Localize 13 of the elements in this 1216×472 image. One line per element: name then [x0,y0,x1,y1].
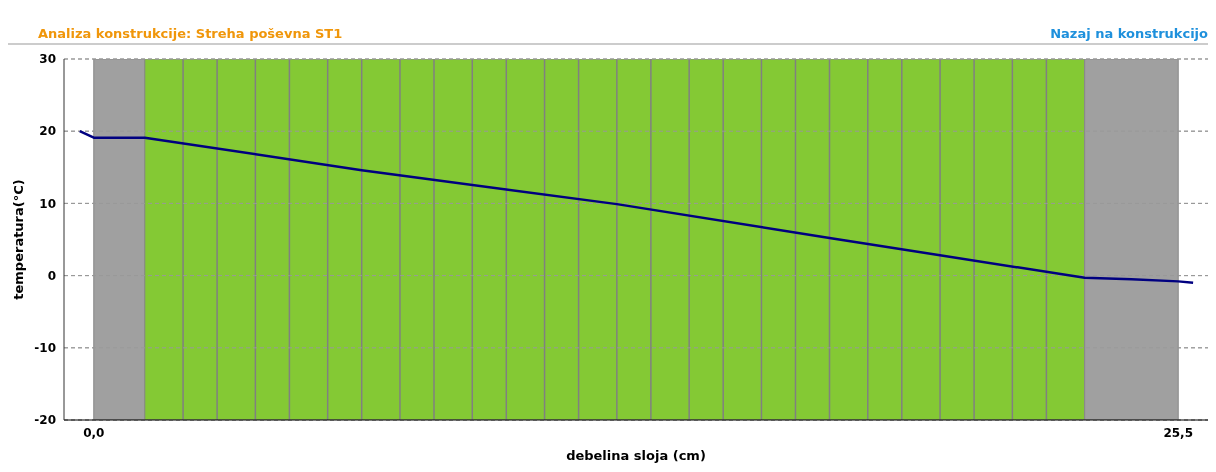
text: Nazaj na konstrukcijo [1050,26,1208,41]
x-tick-label: 25,5 [1163,425,1194,440]
y-axis-title: temperatura(°C) [10,179,26,300]
x-axis-title: debelina sloja (cm) [566,448,706,463]
line-series [78,129,1195,285]
y-tick-label: 0 [47,268,56,283]
y-tick-label: -10 [34,341,56,356]
y-tick-label: 30 [39,52,56,67]
y-tick-label: -20 [34,413,56,428]
y-tick-label: 10 [39,196,56,211]
x-tick-label: 0,0 [83,425,105,440]
y-tick-label: 20 [39,124,56,139]
chart-title: Analiza konstrukcije: Streha poševna ST1 [38,26,343,41]
